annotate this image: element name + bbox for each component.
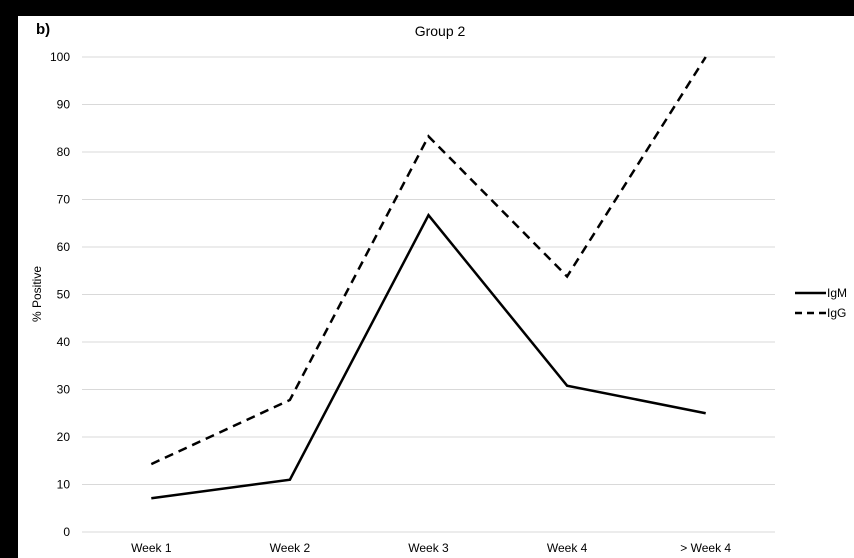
x-tick-label: > Week 4 [680,541,731,555]
y-tick-label: 30 [57,383,71,397]
x-tick-label: Week 4 [547,541,588,555]
x-tick-labels: Week 1 Week 2 Week 3 Week 4 > Week 4 [131,541,731,555]
legend-label: IgG [827,306,846,320]
y-tick-label: 0 [63,525,70,539]
y-tick-label: 20 [57,430,71,444]
y-tick-label: 60 [57,240,71,254]
chart-title: Group 2 [415,23,466,39]
y-axis-title: % Positive [30,266,44,322]
series-line-igm [151,212,706,500]
x-tick-label: Week 1 [131,541,172,555]
legend-label: IgM [827,286,847,300]
legend: IgM IgG [795,286,847,320]
y-tick-label: 10 [57,478,71,492]
y-tick-label: 50 [57,288,71,302]
series-line-igg [150,56,707,466]
y-tick-label: 90 [57,98,71,112]
y-tick-label: 100 [50,50,70,64]
y-tick-label: 80 [57,145,71,159]
gridlines [82,56,775,533]
panel-label: b) [36,21,50,38]
y-tick-label: 70 [57,193,71,207]
x-tick-label: Week 3 [408,541,449,555]
series-lines [150,56,707,500]
chart-panel [18,16,854,558]
y-tick-label: 40 [57,335,71,349]
x-tick-label: Week 2 [270,541,311,555]
y-tick-labels: 0 10 20 30 40 50 60 70 80 90 100 [50,50,70,539]
